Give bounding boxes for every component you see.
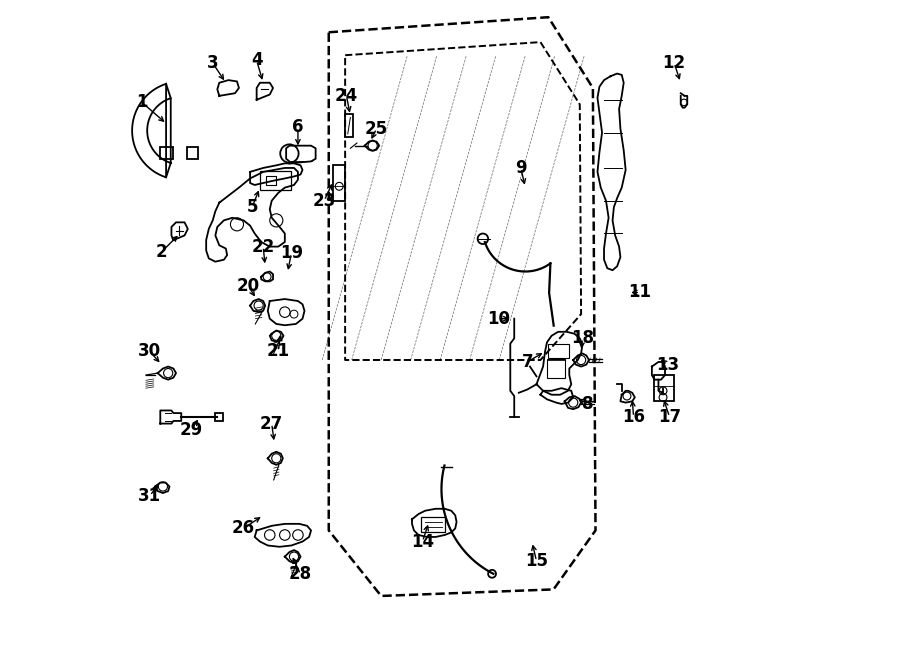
Text: 26: 26	[232, 520, 255, 537]
Circle shape	[478, 233, 488, 244]
Text: 7: 7	[521, 353, 533, 371]
Text: 28: 28	[289, 565, 312, 583]
Text: 21: 21	[266, 342, 290, 360]
Text: 31: 31	[139, 486, 161, 504]
Bar	[160, 147, 174, 159]
Circle shape	[488, 570, 496, 578]
Bar	[260, 171, 292, 190]
Text: 9: 9	[515, 159, 526, 177]
Text: 11: 11	[628, 284, 652, 301]
Bar	[333, 165, 345, 201]
Text: 15: 15	[525, 552, 548, 570]
Polygon shape	[132, 84, 171, 177]
Text: 3: 3	[207, 54, 219, 72]
Text: 24: 24	[335, 87, 358, 105]
Text: 2: 2	[156, 243, 167, 261]
Bar	[215, 413, 223, 421]
Text: 18: 18	[571, 329, 594, 348]
Text: 14: 14	[411, 533, 434, 551]
Text: 30: 30	[139, 342, 161, 360]
Bar	[654, 375, 674, 401]
Bar	[420, 517, 446, 532]
Text: 5: 5	[247, 198, 257, 216]
Text: 25: 25	[365, 120, 388, 137]
Text: 10: 10	[487, 310, 510, 328]
Text: 12: 12	[662, 54, 686, 72]
Text: 19: 19	[280, 244, 303, 262]
Text: 22: 22	[252, 237, 274, 256]
Bar	[186, 147, 198, 159]
Bar	[345, 114, 353, 137]
Text: 1: 1	[136, 93, 148, 112]
Text: 23: 23	[312, 192, 336, 210]
Text: 8: 8	[582, 395, 593, 413]
Bar	[548, 344, 570, 358]
Text: 4: 4	[251, 52, 263, 69]
Text: 29: 29	[179, 421, 203, 439]
Text: 16: 16	[622, 408, 645, 426]
Text: 20: 20	[237, 277, 260, 295]
Text: 27: 27	[260, 414, 284, 432]
Bar	[266, 176, 276, 185]
Bar	[547, 360, 565, 377]
Text: 17: 17	[658, 408, 681, 426]
Text: 13: 13	[656, 356, 680, 373]
Text: 6: 6	[292, 118, 303, 136]
